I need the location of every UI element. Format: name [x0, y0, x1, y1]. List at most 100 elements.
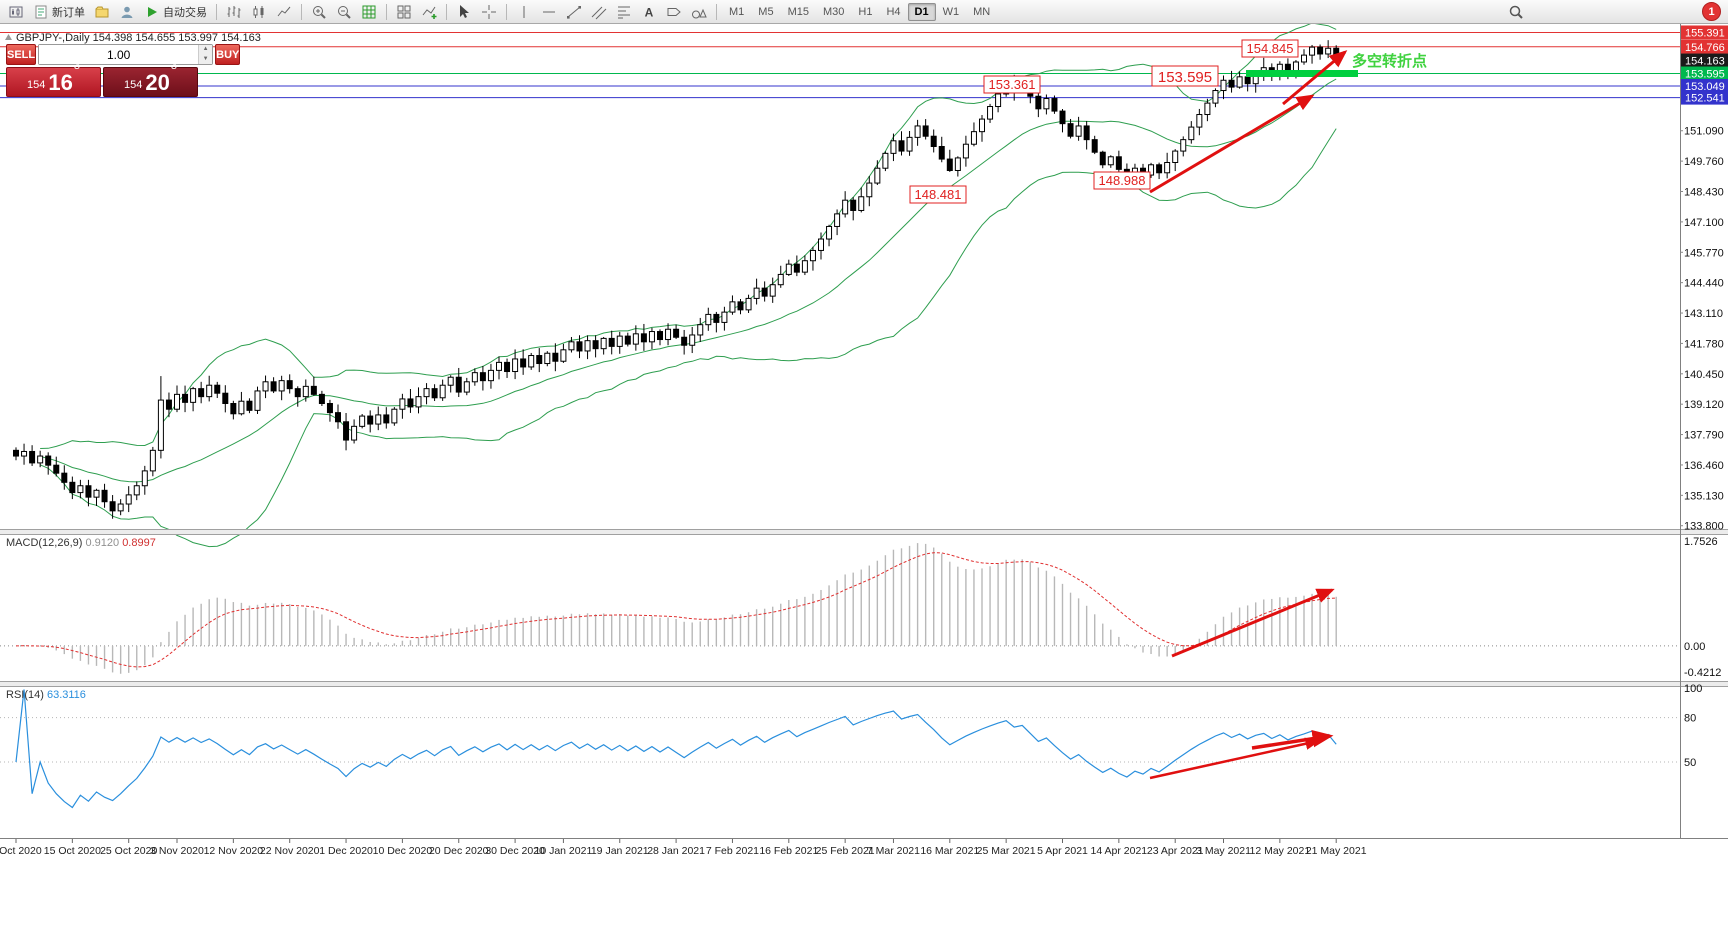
svg-text:25 Oct 2020: 25 Oct 2020	[100, 845, 157, 857]
price-callout[interactable]: 148.481	[909, 185, 967, 204]
trend-arrow[interactable]	[1171, 588, 1335, 658]
svg-text:155.391: 155.391	[1685, 27, 1725, 39]
toolbar-separator	[506, 3, 507, 20]
svg-text:7 Mar 2021: 7 Mar 2021	[867, 845, 920, 857]
sell-price-button[interactable]: 154 16 3	[6, 61, 101, 97]
search-button[interactable]	[1504, 2, 1528, 22]
sell-price-major: 154	[27, 79, 46, 91]
autotrading-button[interactable]: 自动交易	[140, 2, 211, 22]
svg-text:1.7526: 1.7526	[1684, 536, 1718, 548]
chart-window-button[interactable]	[4, 2, 28, 22]
timeframe-m30[interactable]: M30	[822, 5, 845, 18]
chart-objects[interactable]: 154.845 153.595 153.361 148.988 148.481 多空转折点	[909, 39, 1427, 204]
svg-text:12 Nov 2020: 12 Nov 2020	[204, 845, 264, 857]
note-text[interactable]: 多空转折点	[1352, 52, 1427, 70]
cursor-button[interactable]	[452, 2, 476, 22]
svg-text:23 Apr 2021: 23 Apr 2021	[1147, 845, 1204, 857]
timeframe-m5[interactable]: M5	[758, 5, 774, 18]
crosshair-button[interactable]	[477, 2, 501, 22]
svg-text:147.100: 147.100	[1684, 217, 1724, 229]
channel-icon	[591, 6, 607, 19]
new-order-button[interactable]: 新订单	[29, 2, 89, 22]
trend-arrow[interactable]	[1282, 50, 1348, 106]
price-callout[interactable]: 148.988	[1093, 171, 1151, 190]
svg-text:12 May 2021: 12 May 2021	[1249, 845, 1310, 857]
svg-text:144.440: 144.440	[1684, 278, 1724, 290]
toolbar-separator	[446, 3, 447, 20]
svg-text:137.790: 137.790	[1684, 430, 1724, 442]
chart-templates-button[interactable]	[90, 2, 114, 22]
lot-spin-down-button[interactable]: ▼	[199, 54, 213, 64]
trend-arrow[interactable]	[1149, 737, 1321, 780]
timeframe-mn[interactable]: MN	[973, 5, 991, 18]
candlestick-chart-button[interactable]	[247, 2, 271, 22]
toolbar-separator	[386, 3, 387, 20]
notification-badge[interactable]: 1	[1702, 2, 1721, 21]
svg-text:153.595: 153.595	[1158, 69, 1212, 86]
svg-text:153.049: 153.049	[1685, 81, 1725, 93]
new-order-button-label: 新订单	[52, 6, 85, 19]
crosshair-icon	[482, 4, 496, 19]
tile-windows-button[interactable]	[392, 2, 416, 22]
line-chart-button[interactable]	[272, 2, 296, 22]
autotrading-icon	[148, 6, 157, 17]
timeframe-m1[interactable]: M1	[729, 5, 745, 18]
shapes-button[interactable]	[687, 2, 711, 22]
buy-price-button[interactable]: 154 20 3	[103, 61, 198, 97]
svg-text:21 May 2021: 21 May 2021	[1306, 845, 1367, 857]
price-callout[interactable]: 154.845	[1241, 39, 1299, 58]
grid-button[interactable]	[357, 2, 381, 22]
symbol-ohlc-text: GBPJPY-,Daily 154.398 154.655 153.997 15…	[16, 32, 261, 44]
chart-area[interactable]: 154.845 153.595 153.361 148.988 148.481 多空转折点…	[0, 24, 1728, 945]
svg-text:152.541: 152.541	[1685, 93, 1725, 105]
price-callout[interactable]: 153.361	[983, 75, 1041, 94]
svg-text:10 Dec 2020: 10 Dec 2020	[373, 845, 433, 857]
channel-button[interactable]	[587, 2, 611, 22]
svg-text:10 Jan 2021: 10 Jan 2021	[534, 845, 592, 857]
timeframe-m15[interactable]: M15	[787, 5, 809, 18]
vertical-line-button[interactable]	[512, 2, 536, 22]
trendline-button[interactable]	[562, 2, 586, 22]
buy-label-button[interactable]: BUY	[215, 44, 241, 65]
text-button[interactable]: A	[637, 2, 661, 22]
pane-separators[interactable]	[0, 529, 1728, 687]
profiles-button[interactable]	[115, 2, 139, 22]
timeframe-h4[interactable]: H4	[886, 5, 901, 18]
indicators-icon	[422, 6, 437, 19]
zoom-out-button[interactable]	[332, 2, 356, 22]
search-icon	[1509, 5, 1523, 19]
svg-text:148.481: 148.481	[915, 187, 962, 202]
sell-label-button[interactable]: SELL	[6, 44, 37, 65]
svg-text:154.163: 154.163	[1685, 56, 1725, 68]
label-button[interactable]	[662, 2, 686, 22]
timeframe-w1[interactable]: W1	[942, 5, 960, 18]
horizontal-level-lines[interactable]	[0, 31, 1680, 99]
trend-arrow[interactable]	[1251, 730, 1334, 750]
bollinger-lower-band	[39, 128, 1337, 548]
lot-spin-up-button[interactable]: ▲	[199, 45, 213, 55]
svg-text:153.361: 153.361	[989, 77, 1036, 92]
timeframe-h1[interactable]: H1	[858, 5, 873, 18]
svg-text:7 Feb 2021: 7 Feb 2021	[706, 845, 759, 857]
svg-text:-0.4212: -0.4212	[1684, 667, 1721, 679]
price-axis[interactable]: 151.090 149.760 148.430 147.100 145.770 144.4…	[1680, 24, 1728, 838]
zoom-in-button[interactable]	[307, 2, 331, 22]
bar-chart-button[interactable]	[222, 2, 246, 22]
svg-text:5 Apr 2021: 5 Apr 2021	[1037, 845, 1088, 857]
text-icon: A	[645, 5, 654, 19]
buy-price-pipette: 3	[170, 60, 177, 72]
horizontal-line-button[interactable]	[537, 2, 561, 22]
svg-text:154.766: 154.766	[1685, 42, 1725, 54]
indicators-button[interactable]	[417, 2, 441, 22]
fibonacci-button[interactable]	[612, 2, 636, 22]
timeframe-d1[interactable]: D1	[907, 2, 936, 21]
svg-text:136.460: 136.460	[1684, 460, 1724, 472]
price-callout[interactable]: 153.595	[1151, 65, 1219, 87]
svg-text:5 Oct 2020: 5 Oct 2020	[0, 845, 42, 857]
trend-arrow[interactable]	[1149, 94, 1315, 194]
buy-price-pips: 20	[145, 70, 170, 95]
lot-size-input[interactable]	[39, 45, 199, 64]
svg-text:3 Nov 2020: 3 Nov 2020	[150, 845, 204, 857]
chart-canvas[interactable]: 154.845 153.595 153.361 148.988 148.481 多空转折点…	[0, 24, 1728, 945]
